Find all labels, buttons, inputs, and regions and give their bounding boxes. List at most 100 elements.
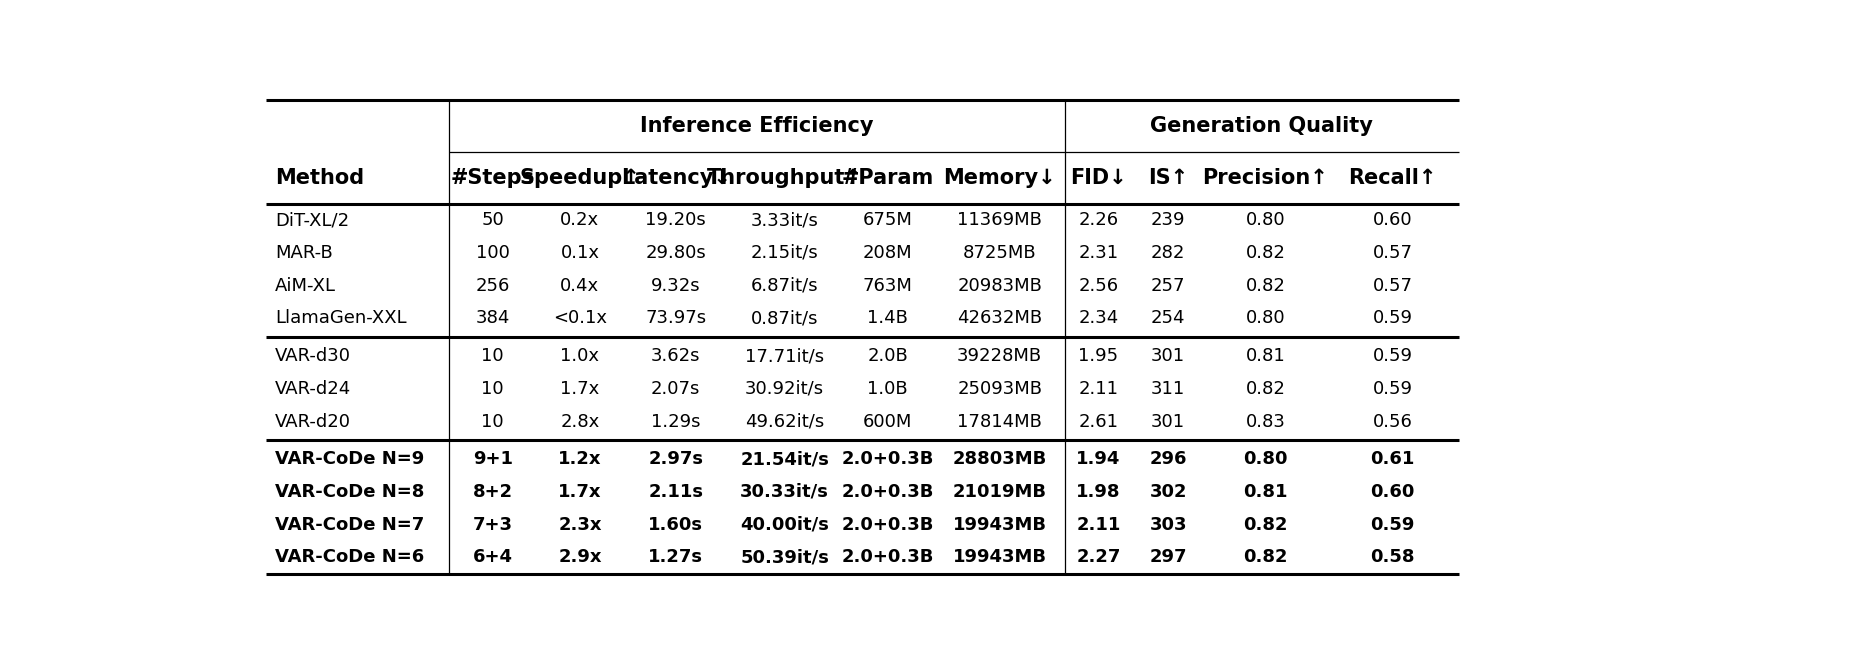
- Text: 20983MB: 20983MB: [957, 277, 1041, 295]
- Text: 763M: 763M: [862, 277, 912, 295]
- Text: 0.80: 0.80: [1246, 309, 1285, 328]
- Text: 19.20s: 19.20s: [644, 211, 706, 229]
- Text: 2.3x: 2.3x: [558, 516, 601, 534]
- Text: 2.07s: 2.07s: [650, 380, 701, 398]
- Text: 2.61: 2.61: [1077, 412, 1118, 430]
- Text: 2.0+0.3B: 2.0+0.3B: [841, 483, 933, 501]
- Text: 0.61: 0.61: [1369, 450, 1414, 468]
- Text: 100: 100: [476, 244, 509, 262]
- Text: 2.34: 2.34: [1077, 309, 1118, 328]
- Text: 19943MB: 19943MB: [951, 549, 1047, 567]
- Text: 11369MB: 11369MB: [957, 211, 1041, 229]
- Text: 0.82: 0.82: [1246, 244, 1285, 262]
- Text: #Steps: #Steps: [451, 167, 534, 188]
- Text: 0.59: 0.59: [1371, 309, 1412, 328]
- Text: 0.57: 0.57: [1371, 277, 1412, 295]
- Text: 208M: 208M: [863, 244, 912, 262]
- Text: 301: 301: [1150, 412, 1184, 430]
- Text: 0.2x: 0.2x: [560, 211, 599, 229]
- Text: AiM-XL: AiM-XL: [275, 277, 335, 295]
- Text: 10: 10: [481, 412, 504, 430]
- Text: #Param: #Param: [841, 167, 933, 188]
- Text: 1.29s: 1.29s: [650, 412, 701, 430]
- Text: Latency↓: Latency↓: [620, 167, 730, 188]
- Text: 0.59: 0.59: [1371, 347, 1412, 365]
- Text: VAR-d24: VAR-d24: [275, 380, 350, 398]
- Text: 39228MB: 39228MB: [957, 347, 1041, 365]
- Text: 2.56: 2.56: [1077, 277, 1118, 295]
- Text: 42632MB: 42632MB: [957, 309, 1041, 328]
- Text: 10: 10: [481, 347, 504, 365]
- Text: 73.97s: 73.97s: [644, 309, 706, 328]
- Text: 30.92it/s: 30.92it/s: [745, 380, 824, 398]
- Text: 0.82: 0.82: [1246, 380, 1285, 398]
- Text: 8725MB: 8725MB: [963, 244, 1036, 262]
- Text: VAR-CoDe N=8: VAR-CoDe N=8: [275, 483, 423, 501]
- Text: 384: 384: [476, 309, 509, 328]
- Text: 297: 297: [1148, 549, 1186, 567]
- Text: 0.83: 0.83: [1246, 412, 1285, 430]
- Text: Recall↑: Recall↑: [1347, 167, 1437, 188]
- Text: 311: 311: [1150, 380, 1184, 398]
- Text: 9.32s: 9.32s: [650, 277, 701, 295]
- Text: 2.8x: 2.8x: [560, 412, 599, 430]
- Text: LlamaGen-XXL: LlamaGen-XXL: [275, 309, 406, 328]
- Text: 28803MB: 28803MB: [951, 450, 1047, 468]
- Text: 296: 296: [1148, 450, 1186, 468]
- Text: 1.2x: 1.2x: [558, 450, 601, 468]
- Text: Memory↓: Memory↓: [942, 167, 1054, 188]
- Text: 10: 10: [481, 380, 504, 398]
- Text: VAR-d20: VAR-d20: [275, 412, 350, 430]
- Text: 303: 303: [1148, 516, 1186, 534]
- Text: 600M: 600M: [863, 412, 912, 430]
- Text: 0.82: 0.82: [1242, 516, 1287, 534]
- Text: 1.0x: 1.0x: [560, 347, 599, 365]
- Text: 49.62it/s: 49.62it/s: [745, 412, 824, 430]
- Text: 1.94: 1.94: [1075, 450, 1120, 468]
- Text: 0.81: 0.81: [1246, 347, 1285, 365]
- Text: 30.33it/s: 30.33it/s: [740, 483, 828, 501]
- Text: 1.7x: 1.7x: [558, 483, 601, 501]
- Text: 0.80: 0.80: [1242, 450, 1287, 468]
- Text: 0.82: 0.82: [1242, 549, 1287, 567]
- Text: 2.0+0.3B: 2.0+0.3B: [841, 450, 933, 468]
- Text: 0.56: 0.56: [1371, 412, 1412, 430]
- Text: 2.11: 2.11: [1077, 380, 1118, 398]
- Text: 3.33it/s: 3.33it/s: [751, 211, 819, 229]
- Text: Throughput↑: Throughput↑: [706, 167, 862, 188]
- Text: 6.87it/s: 6.87it/s: [751, 277, 819, 295]
- Text: 0.81: 0.81: [1242, 483, 1287, 501]
- Text: 0.58: 0.58: [1369, 549, 1414, 567]
- Text: Method: Method: [275, 167, 363, 188]
- Text: 7+3: 7+3: [472, 516, 513, 534]
- Text: 1.0B: 1.0B: [867, 380, 908, 398]
- Text: 2.11: 2.11: [1075, 516, 1120, 534]
- Text: 1.27s: 1.27s: [648, 549, 702, 567]
- Text: 50.39it/s: 50.39it/s: [740, 549, 828, 567]
- Text: 50: 50: [481, 211, 504, 229]
- Text: Speedup↑: Speedup↑: [519, 167, 641, 188]
- Text: 302: 302: [1148, 483, 1186, 501]
- Text: 0.1x: 0.1x: [560, 244, 599, 262]
- Text: 29.80s: 29.80s: [644, 244, 706, 262]
- Text: 25093MB: 25093MB: [957, 380, 1041, 398]
- Text: 9+1: 9+1: [472, 450, 513, 468]
- Text: 21.54it/s: 21.54it/s: [740, 450, 828, 468]
- Text: 1.60s: 1.60s: [648, 516, 702, 534]
- Text: 0.82: 0.82: [1246, 277, 1285, 295]
- Text: Inference Efficiency: Inference Efficiency: [641, 116, 873, 136]
- Text: 2.26: 2.26: [1077, 211, 1118, 229]
- Text: 19943MB: 19943MB: [951, 516, 1047, 534]
- Text: 2.27: 2.27: [1075, 549, 1120, 567]
- Text: 0.59: 0.59: [1371, 380, 1412, 398]
- Text: 21019MB: 21019MB: [951, 483, 1047, 501]
- Text: 17.71it/s: 17.71it/s: [745, 347, 824, 365]
- Text: 8+2: 8+2: [472, 483, 513, 501]
- Text: 257: 257: [1150, 277, 1186, 295]
- Text: 2.0+0.3B: 2.0+0.3B: [841, 549, 933, 567]
- Text: 2.97s: 2.97s: [648, 450, 702, 468]
- Text: 282: 282: [1150, 244, 1184, 262]
- Text: Generation Quality: Generation Quality: [1150, 116, 1373, 136]
- Text: VAR-CoDe N=6: VAR-CoDe N=6: [275, 549, 423, 567]
- Text: 3.62s: 3.62s: [650, 347, 701, 365]
